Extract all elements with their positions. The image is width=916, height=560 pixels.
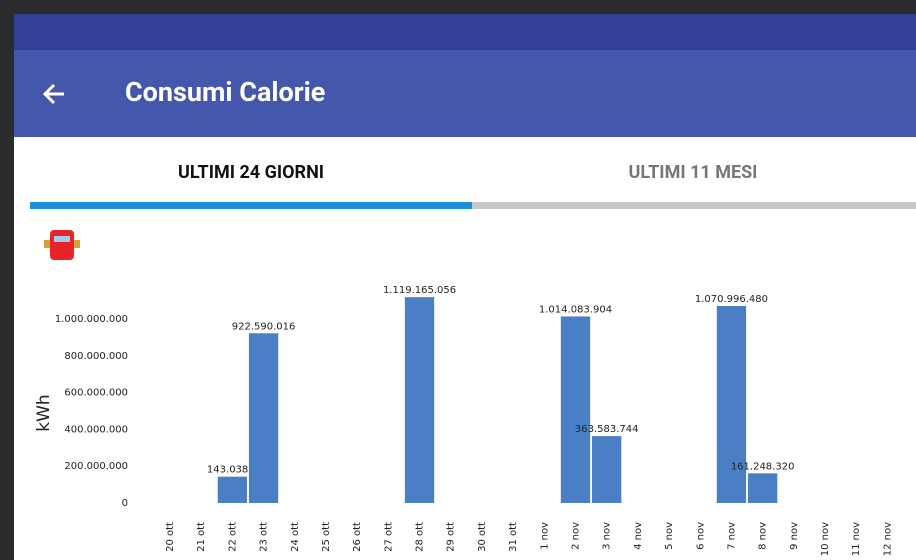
y-tick-label: 800.000.000 (64, 351, 128, 362)
value-label: 1.119.165.056 (383, 285, 456, 296)
x-tick-label: 22 ott (227, 522, 238, 552)
y-tick-label: 600.000.000 (64, 388, 128, 399)
x-tick-label: 7 nov (726, 522, 737, 550)
x-tick-label: 30 ott (477, 522, 488, 552)
back-button[interactable] (40, 80, 68, 108)
x-tick-label: 6 nov (695, 522, 706, 550)
x-tick-label: 23 ott (259, 522, 270, 552)
x-tick-label: 2 nov (570, 522, 581, 550)
meter-icon (44, 230, 80, 260)
tab-track (472, 202, 916, 209)
x-tick-label: 1 nov (539, 522, 550, 550)
x-tick-label: 25 ott (321, 522, 332, 552)
bar (560, 316, 591, 503)
x-tick-label: 31 ott (508, 522, 519, 552)
x-tick-label: 21 ott (196, 522, 207, 552)
app-title: Consumi Calorie (125, 76, 326, 108)
x-tick-label: 3 nov (602, 522, 613, 550)
x-tick-label: 12 nov (882, 522, 893, 556)
y-axis-label: kWh (34, 394, 54, 431)
x-tick-label: 28 ott (415, 522, 426, 552)
x-tick-label: 10 nov (820, 522, 831, 556)
x-tick-label: 29 ott (446, 522, 457, 552)
bar (747, 473, 778, 503)
bar (716, 305, 747, 503)
bar (404, 297, 435, 503)
y-tick-label: 0 (122, 498, 128, 509)
app-bar: Consumi Calorie (14, 50, 916, 137)
y-tick-label: 1.000.000.000 (55, 314, 128, 325)
bar (248, 333, 279, 503)
x-tick-label: 20 ott (165, 522, 176, 552)
value-label: 1.014.083.904 (539, 304, 612, 315)
x-tick-label: 4 nov (633, 522, 644, 550)
value-label: 1.070.996.480 (695, 294, 768, 305)
x-tick-label: 26 ott (352, 522, 363, 552)
tab-indicator (30, 202, 472, 209)
tab[interactable]: ULTIMI 11 MESI (628, 162, 758, 183)
x-tick-label: 9 nov (789, 522, 800, 550)
y-tick-label: 400.000.000 (64, 424, 128, 435)
status-bar (14, 14, 916, 50)
x-tick-label: 27 ott (383, 522, 394, 552)
value-label: 363.583.744 (575, 424, 639, 435)
x-tick-label: 11 nov (851, 522, 862, 556)
tab[interactable]: ULTIMI 24 GIORNI (177, 162, 325, 183)
screen: Consumi Calorie ULTIMI 24 GIORNI ULTIMI … (14, 14, 916, 560)
y-tick-label: 200.000.000 (64, 461, 128, 472)
bar (217, 476, 248, 503)
value-label: 143.038.6 (207, 465, 258, 476)
x-tick-label: 8 nov (758, 522, 769, 550)
x-tick-label: 24 ott (290, 522, 301, 552)
value-label: 922.590.016 (232, 321, 296, 332)
x-tick-label: 5 nov (664, 522, 675, 550)
bar (592, 436, 622, 503)
value-label: 161.248.320 (731, 461, 795, 472)
